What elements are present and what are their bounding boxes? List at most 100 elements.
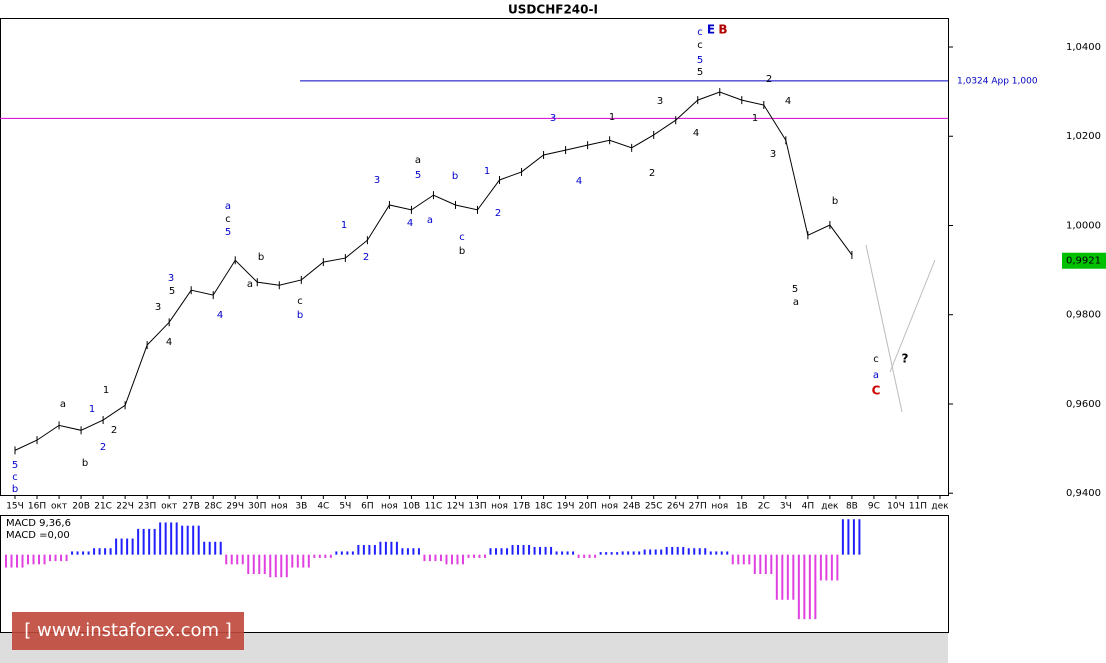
forecast-line (865, 244, 903, 413)
wave-label: 4 (785, 96, 791, 107)
wave-label: 4 (693, 128, 699, 139)
wave-label: 3 (550, 113, 556, 124)
x-tick-label: 18С (535, 502, 553, 512)
wave-label: c (697, 27, 703, 38)
x-tick-label: окт (161, 502, 177, 512)
wave-label: 5 (697, 67, 703, 78)
watermark: [ www.instaforex.com ] (24, 620, 232, 641)
x-tick-label: 3Ч (780, 502, 792, 512)
wave-label: B (718, 23, 727, 37)
x-tick-label: дек (931, 502, 949, 512)
wave-label: 5 (12, 460, 18, 471)
x-tick-label: 23П (138, 502, 156, 512)
wave-label: 1 (752, 113, 758, 124)
x-tick-label: 1В (736, 502, 748, 512)
x-tick-label: 11П (909, 502, 927, 512)
wave-label: ? (902, 352, 909, 366)
wave-label: 1 (89, 404, 95, 415)
last-price-box (1062, 252, 1106, 269)
x-tick-label: 29Ч (226, 502, 244, 512)
wave-label: c (12, 472, 18, 483)
y-tick-label: 0,9600 (1066, 399, 1101, 410)
x-tick-label: 27П (689, 502, 707, 512)
wave-label: c (873, 354, 879, 365)
wave-label: 5 (697, 55, 703, 66)
x-tick-label: 20В (72, 502, 90, 512)
x-tick-label: 27В (182, 502, 200, 512)
wave-label: a (415, 155, 421, 166)
x-tick-label: 30П (248, 502, 266, 512)
x-tick-label: 6П (361, 502, 374, 512)
wave-label: 3 (155, 302, 161, 313)
wave-label: 2 (766, 74, 772, 85)
wave-label: a (225, 201, 231, 212)
chart-title: USDCHF240-I (508, 3, 598, 17)
y-tick-label: 1,0000 (1066, 220, 1101, 231)
wave-label: 3 (657, 96, 663, 107)
x-tick-label: 24В (623, 502, 641, 512)
wave-label: b (12, 484, 18, 495)
wave-label: C (872, 384, 881, 398)
x-tick-label: 17В (513, 502, 531, 512)
x-tick-label: 10В (403, 502, 421, 512)
x-tick-label: 4С (317, 502, 329, 512)
wave-label: a (793, 297, 799, 308)
wave-label: 4 (407, 218, 413, 229)
x-tick-label: 16П (28, 502, 46, 512)
price-line (14, 91, 853, 451)
x-tick-label: ноя (601, 502, 618, 512)
wave-label: b (459, 246, 465, 257)
x-tick-label: 8В (846, 502, 858, 512)
x-tick-label: 26Ч (667, 502, 685, 512)
macd-label: MACD 9,36,6 (6, 518, 71, 529)
wave-label: 4 (217, 310, 223, 321)
wave-label: 1 (484, 166, 490, 177)
wave-label: a (873, 370, 879, 381)
wave-label: c (697, 40, 703, 51)
wave-label: a (427, 215, 433, 226)
wave-label: 1 (103, 385, 109, 396)
x-tick-label: 5Ч (339, 502, 351, 512)
wave-label: 3 (168, 273, 174, 284)
wave-label: 5 (792, 284, 798, 295)
x-tick-label: 12Ч (447, 502, 465, 512)
x-tick-label: 15Ч (6, 502, 24, 512)
wave-label: E (707, 23, 715, 37)
x-tick-label: 4П (802, 502, 815, 512)
wave-label: a (60, 399, 66, 410)
forecast-line (889, 259, 936, 373)
wave-label: c (225, 214, 231, 225)
x-tick-label: 10Ч (887, 502, 905, 512)
wave-label: 1 (609, 112, 615, 123)
wave-label: 5 (225, 227, 231, 238)
wave-label: 1 (341, 220, 347, 231)
x-tick-label: 19Ч (557, 502, 575, 512)
watermark-box (12, 612, 244, 650)
x-tick-label: ноя (271, 502, 288, 512)
wave-label: 3 (374, 175, 380, 186)
macd-frame (0, 515, 949, 633)
wave-label: a (247, 279, 253, 290)
wave-label: 4 (576, 176, 582, 187)
x-tick-label: ноя (711, 502, 728, 512)
wave-label: c (297, 296, 303, 307)
wave-label: b (452, 171, 458, 182)
y-tick-label: 0,9400 (1066, 488, 1101, 499)
macd-value-label: MACD =0,00 (6, 530, 70, 541)
x-tick-label: ноя (491, 502, 508, 512)
wave-label: 2 (495, 208, 501, 219)
y-tick-label: 1,0400 (1066, 42, 1101, 53)
plot-frame (0, 18, 949, 496)
x-tick-label: ноя (381, 502, 398, 512)
x-tick-label: 21С (94, 502, 112, 512)
x-tick-label: окт (51, 502, 67, 512)
x-tick-label: 22Ч (116, 502, 134, 512)
x-tick-label: 13П (468, 502, 486, 512)
y-tick-label: 0,9800 (1066, 310, 1101, 321)
x-tick-label: 2С (758, 502, 770, 512)
wave-label: b (832, 196, 838, 207)
wave-label: 3 (770, 149, 776, 160)
wave-label: b (297, 310, 303, 321)
